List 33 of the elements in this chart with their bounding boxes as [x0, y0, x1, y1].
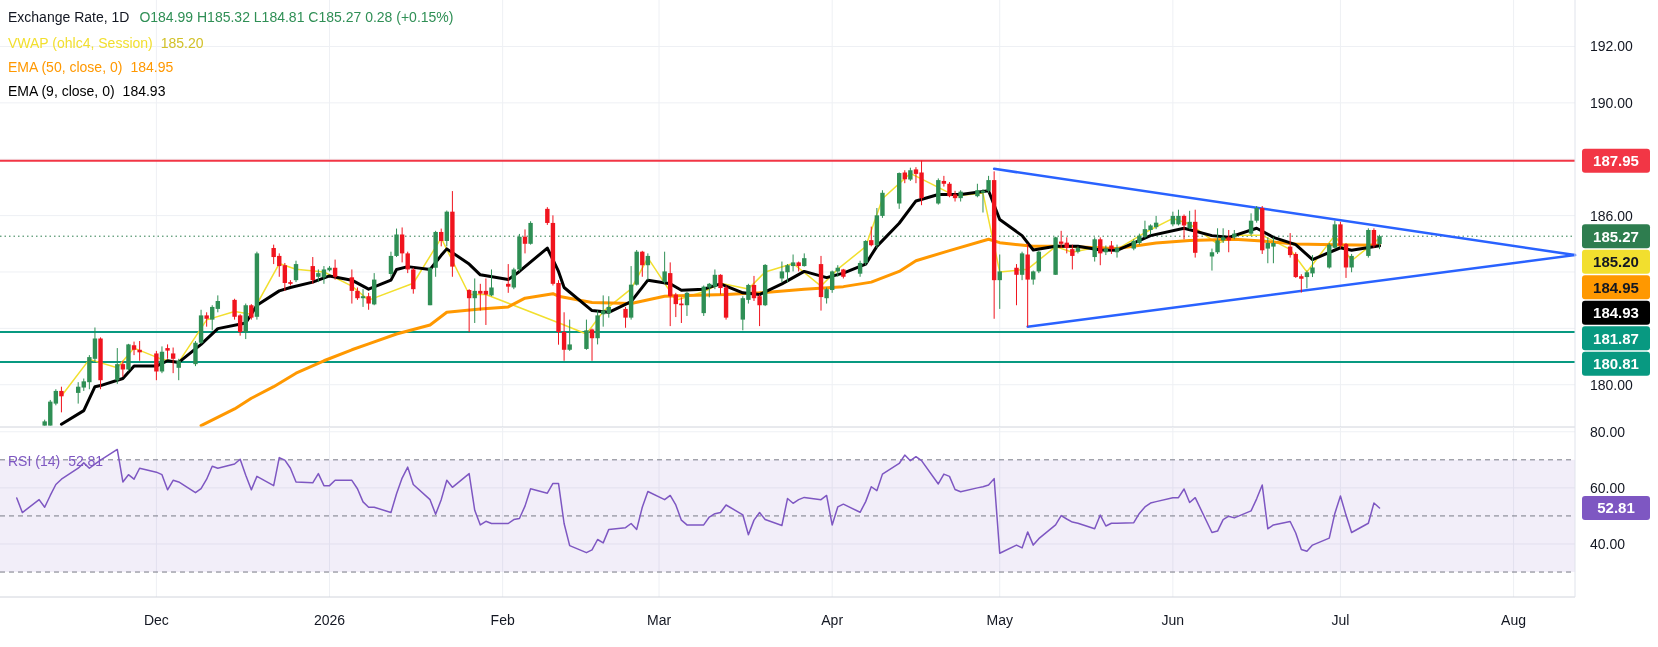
ref-line-label: 187.95 [1593, 152, 1639, 170]
text: EMA (50, close, 0) [8, 58, 123, 75]
annotation: 184.93 [122, 83, 166, 100]
x-tick-label: Mar [646, 612, 672, 628]
x-tick-label: Dec [143, 612, 169, 628]
y-tick-label: 186.00 [1590, 207, 1634, 224]
y-tick-label: 80.00 [1590, 423, 1626, 440]
text: EMA (9, close, 0) [8, 83, 115, 100]
y-tick-label: 190.00 [1590, 94, 1634, 111]
annotation: 184.95 [130, 58, 174, 75]
ref-line-label: 185.27 [1593, 227, 1639, 245]
text: Exchange Rate, 1D [8, 9, 130, 25]
x-tick-label: Jul [1331, 612, 1350, 628]
text: VWAP (ohlc4, Session) [8, 34, 153, 51]
y-tick-label: 192.00 [1590, 38, 1634, 55]
x-tick-label: Apr [821, 612, 844, 628]
x-tick-label: Jun [1161, 612, 1185, 628]
text: 52.81 [1597, 499, 1635, 517]
y-tick-label: 180.00 [1590, 376, 1634, 393]
series-label: RSI (14) [8, 453, 61, 469]
ref-line-label: 180.81 [1593, 355, 1639, 373]
text: 184.93 [1593, 304, 1639, 322]
text: 185.20 [1593, 253, 1639, 271]
text: O184.99 H185.32 L184.81 C185.27 0.28 (+0.15%) [139, 9, 454, 25]
y-tick-label: 40.00 [1590, 535, 1626, 552]
y-tick-label: 60.00 [1590, 479, 1626, 496]
text: 184.95 [1593, 278, 1639, 296]
ref-line-label: 181.87 [1593, 329, 1639, 347]
x-tick-label: May [986, 612, 1013, 628]
x-tick-label: Feb [490, 612, 515, 628]
x-tick-label: 2026 [313, 612, 346, 628]
annotation: 185.20 [160, 34, 204, 51]
x-tick-label: Aug [1501, 612, 1527, 628]
